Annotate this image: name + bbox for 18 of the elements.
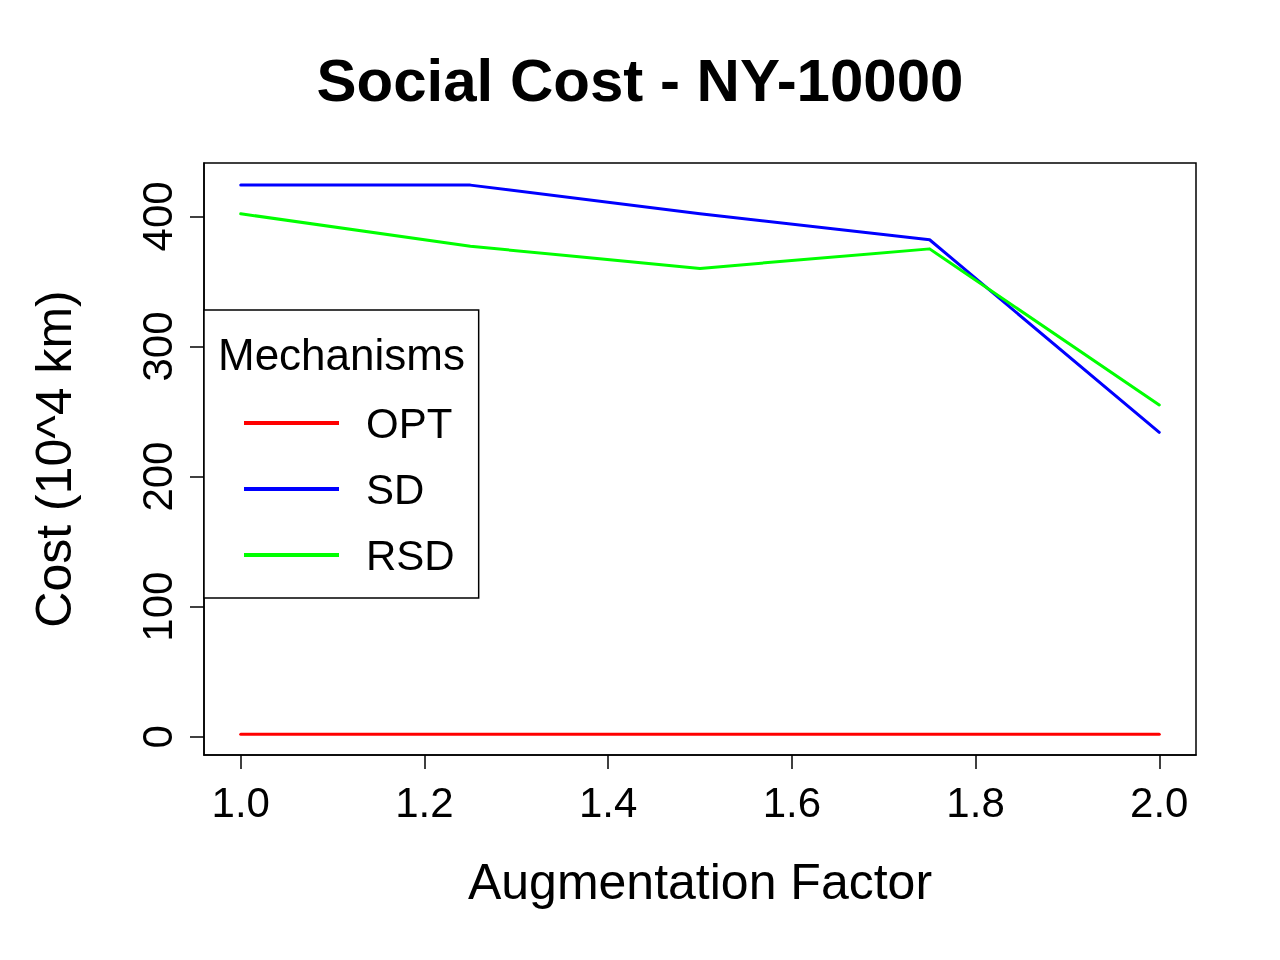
y-tick-label: 100 [133, 571, 181, 642]
x-tick-label: 1.8 [946, 778, 1005, 826]
y-tick-label: 200 [133, 441, 181, 512]
x-tick-label: 1.0 [211, 778, 270, 826]
y-tick-label: 0 [133, 725, 181, 749]
y-tick-label: 400 [133, 181, 181, 252]
x-tick-label: 1.6 [762, 778, 822, 826]
y-tick-label: 300 [133, 311, 181, 382]
legend-title: Mechanisms [218, 329, 465, 379]
x-tick-label: 2.0 [1130, 778, 1189, 826]
legend-label: OPT [366, 399, 453, 447]
x-axis-title: Augmentation Factor [467, 854, 933, 910]
legend-label: SD [366, 465, 425, 513]
legend-label: RSD [366, 531, 455, 579]
x-tick-label: 1.2 [395, 778, 454, 826]
chart-title: Social Cost - NY-10000 [316, 46, 964, 114]
y-axis-title: Cost (10^4 km) [26, 290, 82, 628]
x-tick-label: 1.4 [578, 778, 638, 826]
